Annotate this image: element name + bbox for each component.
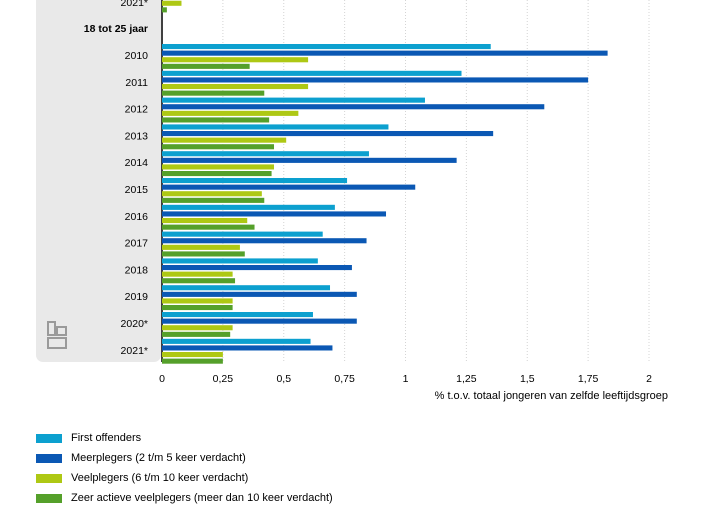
x-tick-label: 1,75 [578,373,599,385]
x-tick-label: 0 [159,373,165,385]
bar-zeer [162,251,245,257]
category-label: 2014 [125,157,149,169]
category-label: 2015 [125,184,149,196]
legend-label: Zeer actieve veelplegers (meer dan 10 ke… [71,492,333,504]
legend-swatch [36,433,62,443]
bar-zeer [162,197,265,203]
bar-meerplegers [162,265,352,271]
bar-zeer [162,63,250,69]
bar-zeer [162,331,231,337]
legend-swatch [36,453,62,463]
bar-veelplegers [162,110,299,116]
bar-meerplegers [162,211,387,217]
category-label: 2021* [121,0,148,9]
bar-zeer [162,171,272,177]
legend: First offenders Meerplegers (2 t/m 5 keer… [36,428,333,508]
category-label: 2012 [125,104,149,116]
label-panel-top [36,0,161,22]
logo-shape [47,337,67,349]
category-label: 2013 [125,130,149,142]
x-axis-title: % t.o.v. totaal jongeren van zelfde leef… [434,390,668,402]
bar-zeer [162,278,236,284]
legend-label: Veelplegers (6 t/m 10 keer verdacht) [71,472,249,484]
bar-zeer [162,224,255,230]
bar-zeer [162,144,275,150]
cbs-logo-icon: cbs [47,321,67,349]
legend-label: Meerplegers (2 t/m 5 keer verdacht) [71,452,246,464]
bar-first [162,44,491,50]
category-label: 2019 [125,291,149,303]
bar-veelplegers [162,84,309,90]
bar-zeer [162,7,167,13]
legend-item: Zeer actieve veelplegers (meer dan 10 ke… [36,488,333,508]
bar-first [162,312,313,318]
bar-meerplegers [162,184,416,190]
bar-first [162,231,323,237]
bar-meerplegers [162,157,457,163]
category-label: 2016 [125,211,149,223]
bar-first [162,151,369,157]
x-tick-label: 1,5 [520,373,535,385]
bar-first [162,204,335,210]
legend-label: First offenders [71,432,142,444]
x-tick-label: 0,75 [334,373,355,385]
category-label: 2020* [121,318,148,330]
bar-veelplegers [162,218,248,224]
legend-item: Veelplegers (6 t/m 10 keer verdacht) [36,468,333,488]
bar-first [162,70,462,76]
bar-first [162,97,425,103]
x-tick-label: 1 [403,373,409,385]
x-tick-label: 2 [646,373,652,385]
bar-first [162,178,348,184]
bar-meerplegers [162,318,357,324]
bar-veelplegers [162,325,233,331]
bar-first [162,338,311,344]
legend-swatch [36,473,62,483]
bar-first [162,258,318,264]
bar-veelplegers [162,298,233,304]
legend-item: First offenders [36,428,333,448]
bar-meerplegers [162,291,357,297]
logo-shape [56,326,67,336]
category-label: 2017 [125,238,149,250]
bar-first [162,285,331,291]
bar-veelplegers [162,57,309,63]
bar-veelplegers [162,164,275,170]
bar-meerplegers [162,50,608,56]
chart: 2021* 18 tot 25 jaar 2010 2011 2012 2013 2014 2… [36,0,652,385]
chart-panel-background [36,0,161,362]
category-label: 2010 [125,50,149,62]
bar-veelplegers [162,0,182,6]
x-tick-label: 0,25 [213,373,234,385]
bar-veelplegers [162,244,240,250]
category-labels: 2021* 18 tot 25 jaar 2010 2011 2012 2013 2014 2… [84,0,148,357]
x-tick-label: 1,25 [456,373,477,385]
label-panel [36,0,161,362]
bar-meerplegers [162,104,545,110]
category-label: 2018 [125,264,149,276]
group-heading: 18 tot 25 jaar [84,23,148,35]
bar-zeer [162,305,233,311]
bar-meerplegers [162,131,494,137]
bar-veelplegers [162,271,233,277]
bar-veelplegers [162,352,223,358]
bar-zeer [162,358,223,364]
bar-meerplegers [162,77,589,83]
category-label: 2021* [121,345,148,357]
bars [162,0,608,364]
category-label: 2011 [125,77,148,89]
bar-zeer [162,117,270,123]
bar-veelplegers [162,137,287,143]
legend-item: Meerplegers (2 t/m 5 keer verdacht) [36,448,333,468]
legend-swatch [36,493,62,503]
x-tick-labels: 0 0,25 0,5 0,75 1 1,25 1,5 1,75 2 [159,373,652,385]
bar-meerplegers [162,345,333,351]
bar-zeer [162,90,265,96]
x-tick-label: 0,5 [276,373,291,385]
bar-meerplegers [162,238,367,244]
bar-veelplegers [162,191,262,197]
bar-first [162,124,389,130]
logo-shape [47,321,56,336]
